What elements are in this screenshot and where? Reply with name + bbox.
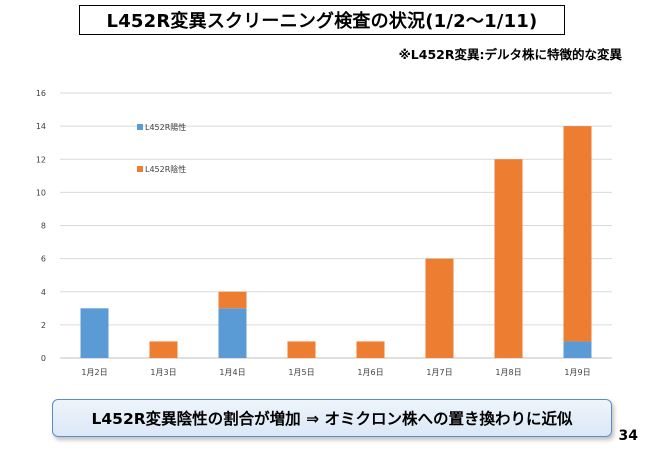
x-tick-label: 1月3日: [150, 368, 176, 377]
y-tick-label: 14: [36, 122, 46, 131]
bar-segment: [218, 308, 247, 358]
y-tick-label: 4: [41, 288, 46, 297]
conclusion-box: L452R変異陰性の割合が増加 ⇒ オミクロン株への置き換わりに近似: [52, 399, 612, 437]
x-tick-label: 1月5日: [288, 368, 314, 377]
x-tick-label: 1月2日: [81, 368, 107, 377]
y-tick-label: 8: [41, 222, 46, 231]
y-tick-label: 6: [41, 255, 46, 264]
page-number: 34: [618, 428, 638, 444]
bar-segment: [494, 159, 523, 358]
legend-swatch: [137, 166, 143, 172]
x-tick-label: 1月8日: [495, 368, 521, 377]
bar-segment: [218, 291, 247, 309]
bar-segment: [563, 126, 592, 342]
bar-segment: [80, 308, 109, 358]
x-axis-tick-labels: 1月2日 1月3日 1月4日 1月5日 1月6日 1月7日 1月8日 1月9日: [81, 368, 590, 377]
bar-segment: [425, 258, 454, 358]
legend-label: L452R陰性: [145, 164, 186, 174]
y-axis-tick-labels: 0 2 4 6 8 10 12 14 16: [36, 89, 46, 363]
x-tick-label: 1月9日: [564, 368, 590, 377]
y-tick-label: 12: [36, 155, 46, 164]
y-tick-label: 10: [36, 188, 46, 197]
variant-note: ※L452R変異:デルタ株に特徴的な変異: [398, 47, 622, 62]
gridlines: [60, 92, 612, 359]
legend: L452R陽性 L452R陰性: [137, 122, 186, 174]
x-tick-label: 1月7日: [426, 368, 452, 377]
bar-segment: [356, 341, 385, 358]
slide-title: L452R変異スクリーニング検査の状況(1/2～1/11): [79, 5, 565, 35]
legend-swatch: [137, 124, 143, 130]
y-tick-label: 0: [41, 354, 46, 363]
bar-segment: [149, 341, 178, 358]
bar-segment: [287, 341, 316, 358]
x-tick-label: 1月4日: [219, 368, 245, 377]
legend-label: L452R陽性: [145, 122, 186, 132]
bar-segment: [563, 341, 592, 358]
x-tick-label: 1月6日: [357, 368, 383, 377]
y-tick-label: 16: [36, 89, 46, 98]
bars: [80, 126, 592, 358]
y-tick-label: 2: [41, 321, 46, 330]
